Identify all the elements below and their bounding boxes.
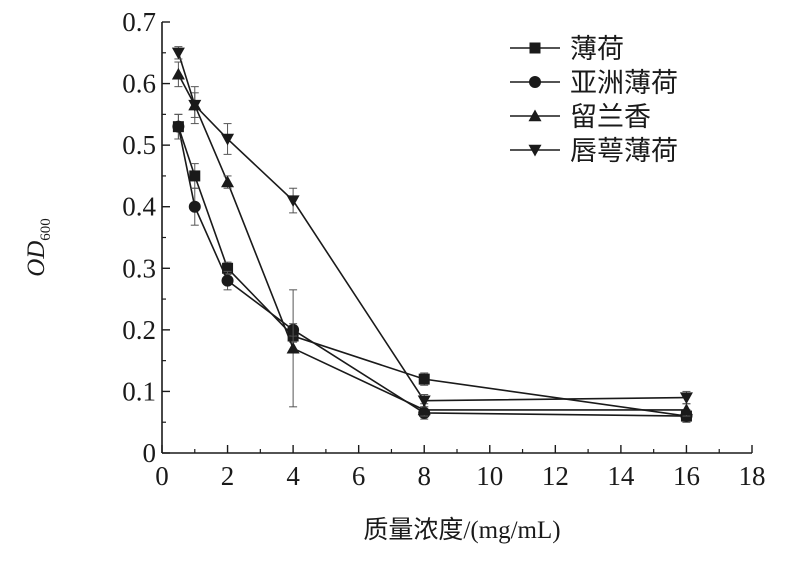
x-tick-label: 12 [542, 461, 569, 491]
legend-label: 留兰香 [570, 102, 651, 132]
x-axis-title: 质量浓度/(mg/mL) [363, 516, 560, 544]
y-tick-label: 0.1 [122, 376, 156, 406]
x-tick-label: 14 [607, 461, 635, 491]
y-tick-label: 0.3 [122, 253, 156, 283]
legend-item-4: 唇萼薄荷 [510, 136, 678, 166]
series-layer [171, 46, 693, 423]
data-point [221, 175, 235, 188]
data-point [188, 99, 202, 112]
axes: 0 2 4 6 8 10 12 14 16 18 0 0.1 0.2 0.3 0.4 0.5 0.6 0.7 [122, 7, 765, 491]
legend-label: 薄荷 [570, 34, 624, 64]
x-tick-label: 0 [155, 461, 169, 491]
legend-marker [529, 76, 541, 88]
data-point [222, 262, 234, 274]
data-point [417, 395, 431, 408]
x-tick-label: 18 [739, 461, 766, 491]
legend-label: 亚洲薄荷 [570, 68, 678, 98]
legend-label: 唇萼薄荷 [570, 136, 678, 166]
data-point [679, 403, 693, 416]
data-point [418, 373, 430, 385]
data-point [286, 341, 300, 354]
data-point [172, 120, 185, 133]
data-point [286, 195, 300, 208]
x-tick-label: 16 [673, 461, 700, 491]
series-line [177, 52, 687, 402]
legend-marker [528, 109, 542, 122]
legend-item-2: 亚洲薄荷 [510, 68, 678, 98]
y-axis-title-main: OD [23, 241, 50, 277]
legend-item-1: 薄荷 [510, 34, 624, 64]
series-line [177, 126, 687, 417]
legend-marker [528, 144, 542, 157]
data-point [679, 392, 693, 405]
x-tick-label: 6 [352, 461, 366, 491]
y-tick-label: 0.6 [122, 69, 156, 99]
data-point [171, 67, 185, 80]
data-point [221, 274, 234, 287]
y-axis-title-subscript: 600 [38, 218, 54, 241]
y-tick-label: 0 [143, 438, 157, 468]
data-point [188, 200, 201, 213]
data-point [417, 403, 431, 416]
series-4 [171, 46, 693, 408]
legend-marker [529, 42, 541, 54]
data-point [221, 133, 235, 146]
series-line [177, 126, 687, 417]
data-point [189, 170, 201, 182]
y-axis-title: OD600 [23, 218, 54, 277]
y-tick-label: 0.5 [122, 130, 156, 160]
x-tick-label: 2 [221, 461, 235, 491]
x-tick-label: 8 [417, 461, 431, 491]
x-tick-label: 10 [476, 461, 503, 491]
y-tick-label: 0.2 [122, 315, 156, 345]
y-tick-label: 0.4 [122, 192, 156, 222]
legend-item-3: 留兰香 [510, 102, 651, 132]
y-tick-label: 0.7 [122, 7, 156, 37]
x-tick-label: 4 [286, 461, 300, 491]
data-point [171, 47, 185, 60]
